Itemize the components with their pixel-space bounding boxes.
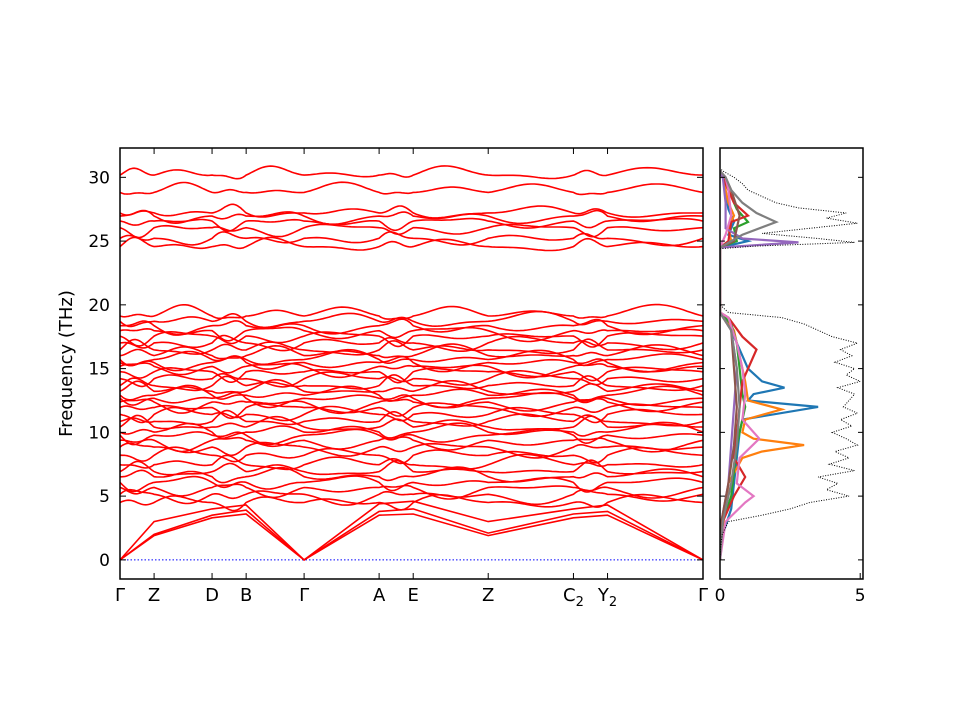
optical-band	[120, 402, 703, 420]
optical-band	[120, 165, 703, 180]
optical-band	[120, 203, 703, 219]
optical-band	[120, 391, 703, 409]
optical-band	[120, 378, 703, 396]
partial-dos-curve	[720, 170, 761, 561]
kpoint-label: Z	[482, 585, 494, 606]
partial-dos-curve	[720, 170, 758, 560]
band-structure-panel: 0 5 10 15 20 25 30 Γ Z D B Γ A E Z C2 Y2 Γ Frequency (TH…	[56, 147, 708, 610]
y-tick-label: 25	[88, 232, 110, 252]
optical-band	[120, 459, 703, 476]
kpoint-label: C2	[563, 585, 584, 610]
acoustic-branch-la	[120, 500, 703, 561]
optical-band	[120, 374, 703, 392]
optical-band	[120, 236, 703, 252]
dos-x-tick-label: 5	[855, 586, 866, 606]
optical-band	[120, 334, 703, 352]
optical-band	[120, 181, 703, 196]
optical-band	[120, 366, 703, 384]
optical-band	[120, 338, 703, 356]
y-tick-label: 10	[88, 423, 110, 443]
kpoint-label: Γ	[698, 585, 708, 606]
optical-band	[120, 436, 703, 453]
optical-band	[120, 355, 703, 373]
optical-band	[120, 466, 703, 484]
optical-band	[120, 330, 703, 348]
optical-band	[120, 343, 703, 360]
optical-band	[120, 209, 703, 225]
optical-band	[120, 348, 703, 367]
optical-band	[120, 370, 703, 388]
kpoint-label: Z	[148, 585, 160, 606]
y-tick-label: 0	[99, 551, 110, 571]
kpoint-label: Γ	[299, 585, 309, 606]
acoustic-branch-ta2	[120, 508, 703, 561]
optical-band	[120, 223, 703, 239]
optical-band	[120, 310, 703, 329]
band-plot-frame	[119, 147, 704, 580]
y-tick-label: 15	[88, 360, 110, 380]
kpoint-label: A	[373, 585, 386, 606]
optical-band	[120, 483, 703, 500]
optical-band	[120, 493, 703, 512]
optical-band	[120, 318, 703, 336]
y-tick-label: 20	[88, 296, 110, 316]
kpoint-label: E	[408, 585, 419, 606]
dos-plot-frame	[719, 147, 864, 580]
y-tick-label: 30	[88, 168, 110, 188]
optical-band	[120, 441, 703, 459]
optical-band	[120, 384, 703, 402]
optical-band	[120, 405, 703, 424]
optical-band	[120, 409, 703, 427]
partial-dos-curve	[720, 170, 779, 560]
acoustic-branch-ta1	[120, 513, 703, 561]
kpoint-label: Γ	[115, 585, 125, 606]
optical-band	[120, 453, 703, 471]
optical-band	[120, 303, 703, 320]
y-axis-label: Frequency (THz)	[56, 290, 77, 437]
optical-band	[120, 427, 703, 446]
y-tick-label: 5	[99, 487, 110, 507]
optical-band	[120, 446, 703, 465]
dos-x-tick-label: 0	[715, 586, 726, 606]
optical-band	[120, 475, 703, 493]
optical-band	[120, 326, 703, 343]
kpoint-label: D	[205, 585, 219, 606]
kpoint-label: Y2	[597, 585, 617, 610]
optical-band	[120, 231, 703, 247]
kpoint-label: B	[240, 585, 252, 606]
optical-band	[120, 397, 703, 415]
